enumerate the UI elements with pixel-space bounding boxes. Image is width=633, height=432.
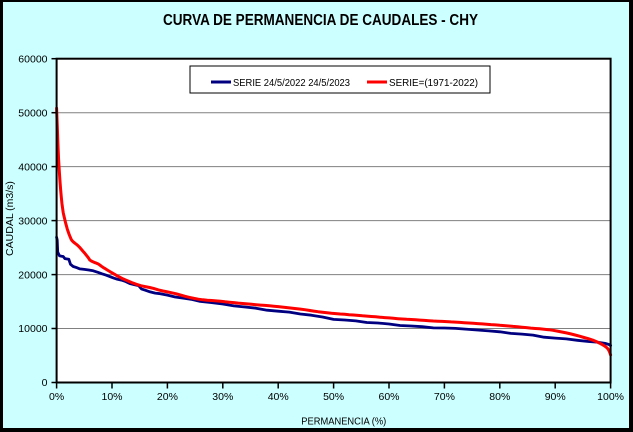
svg-text:30000: 30000 bbox=[18, 215, 47, 227]
svg-text:30%: 30% bbox=[212, 391, 233, 403]
svg-text:60%: 60% bbox=[378, 391, 399, 403]
svg-text:50000: 50000 bbox=[18, 107, 47, 119]
svg-text:20000: 20000 bbox=[18, 269, 47, 281]
svg-text:50%: 50% bbox=[323, 391, 344, 403]
svg-text:PERMANENCIA (%): PERMANENCIA (%) bbox=[301, 416, 386, 428]
svg-text:100%: 100% bbox=[597, 391, 624, 403]
svg-text:10000: 10000 bbox=[18, 323, 47, 335]
svg-text:40%: 40% bbox=[268, 391, 289, 403]
svg-text:90%: 90% bbox=[545, 391, 566, 403]
svg-text:0: 0 bbox=[42, 377, 48, 389]
svg-text:0%: 0% bbox=[49, 391, 64, 403]
svg-text:60000: 60000 bbox=[18, 53, 47, 65]
svg-text:SERIE=(1971-2022): SERIE=(1971-2022) bbox=[389, 78, 478, 89]
svg-text:CAUDAL (m3/s): CAUDAL (m3/s) bbox=[4, 181, 16, 256]
svg-text:20%: 20% bbox=[157, 391, 178, 403]
svg-text:40000: 40000 bbox=[18, 161, 47, 173]
svg-text:10%: 10% bbox=[101, 391, 122, 403]
svg-text:80%: 80% bbox=[489, 391, 510, 403]
svg-text:SERIE 24/5/2022 24/5/2023: SERIE 24/5/2022 24/5/2023 bbox=[233, 78, 350, 89]
svg-text:CURVA DE PERMANENCIA DE CAUDAL: CURVA DE PERMANENCIA DE CAUDALES - CHY bbox=[163, 12, 478, 29]
svg-text:70%: 70% bbox=[434, 391, 455, 403]
